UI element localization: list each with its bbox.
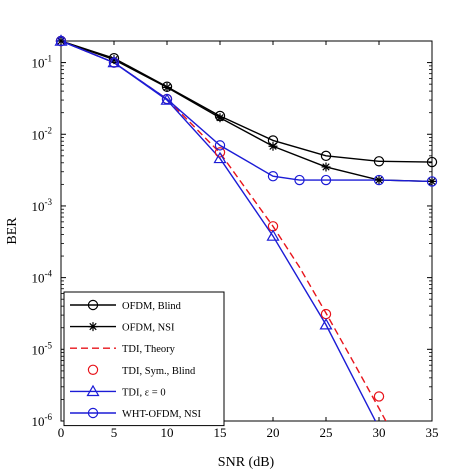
x-tick-label: 30: [373, 425, 386, 440]
y-tick-label: 10-5: [32, 340, 53, 357]
x-tick-label: 25: [320, 425, 333, 440]
legend-label: WHT-OFDM, NSI: [122, 409, 201, 420]
legend: OFDM, Blind OFDM, NSI TDI, Theory TDI, Sym.…: [63, 291, 225, 427]
x-tick-label: 15: [214, 425, 227, 440]
data-point: [266, 229, 280, 241]
legend-marker: [87, 364, 99, 375]
y-tick-label: 10-3: [32, 197, 53, 214]
legend-box: [63, 291, 225, 427]
legend-label: TDI, ε = 0: [122, 387, 166, 398]
data-point: [215, 113, 225, 123]
data-point: [320, 174, 332, 186]
data-point: [214, 140, 226, 151]
data-point: [426, 176, 438, 187]
data-point: [320, 150, 332, 162]
series-layer: [61, 41, 432, 421]
data-point: [214, 147, 226, 158]
y-tick-label: 10-6: [32, 412, 53, 429]
data-point: [162, 82, 172, 92]
x-tick-label: 10: [161, 425, 174, 440]
data-point: [294, 174, 305, 186]
data-point: [319, 318, 333, 330]
marker-layer: [54, 34, 438, 402]
data-point: [108, 57, 120, 68]
series-line: [61, 41, 432, 183]
x-tick-label: 35: [426, 425, 439, 440]
legend-label: TDI, Theory: [122, 344, 176, 355]
data-point: [267, 171, 279, 182]
y-tick-label: 10-2: [32, 125, 53, 142]
legend-marker: [86, 384, 100, 397]
legend-marker: [87, 407, 99, 419]
y-axis-label: BER: [5, 217, 20, 245]
series-line: [61, 41, 432, 163]
x-tick-label: 5: [111, 425, 118, 440]
data-point: [373, 174, 385, 186]
data-point: [373, 391, 385, 402]
legend-marker: [87, 299, 99, 311]
data-point: [161, 93, 173, 105]
legend-label: TDI, Sym., Blind: [122, 366, 196, 377]
data-point: [426, 156, 438, 168]
data-point: [321, 162, 331, 172]
x-tick-label: 0: [58, 425, 65, 440]
data-point: [213, 151, 227, 164]
x-tick-label: 20: [267, 425, 280, 440]
data-point: [109, 55, 119, 65]
legend-marker: [88, 322, 98, 332]
data-point: [373, 156, 385, 167]
data-point: [427, 176, 437, 186]
data-point: [374, 175, 384, 185]
y-tick-label: 10-1: [32, 54, 53, 71]
series-line: [61, 41, 432, 183]
data-point: [268, 141, 278, 151]
legend-label: OFDM, Blind: [122, 301, 182, 312]
legend-label: OFDM, NSI: [122, 323, 175, 334]
axes: 0 5 10 15 20 25 30 35 10-6 10-5 10-4 10-3 10-2 10-1: [32, 40, 439, 440]
data-point: [55, 35, 67, 47]
x-axis-label: SNR (dB): [218, 455, 275, 470]
y-tick-label: 10-4: [32, 269, 53, 286]
